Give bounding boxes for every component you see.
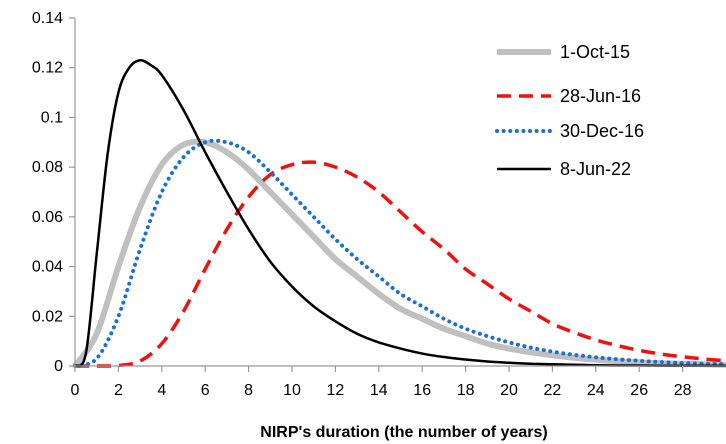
legend: 1-Oct-15 28-Jun-16 30-Dec-16 8-Jun-22 (495, 42, 644, 179)
series-line-30-dec-16 (73, 138, 726, 368)
y-tick-label: 0.12 (32, 60, 63, 77)
x-tick-label: 16 (413, 382, 431, 399)
x-tick-label: 18 (457, 382, 475, 399)
y-tick-label: 0.08 (32, 159, 63, 176)
series-line-8-jun-22 (74, 59, 726, 368)
legend-label: 8-Jun-22 (560, 159, 631, 179)
x-axis-title: NIRP's duration (the number of years) (260, 424, 547, 441)
y-tick-label: 0.06 (32, 209, 63, 226)
x-tick-label: 20 (500, 382, 518, 399)
x-tick-label: 12 (327, 382, 345, 399)
x-tick-label: 2 (114, 382, 123, 399)
x-tick-label: 14 (370, 382, 388, 399)
legend-label: 30-Dec-16 (560, 121, 644, 141)
y-tick-label: 0.02 (32, 308, 63, 325)
legend-label: 28-Jun-16 (560, 86, 641, 106)
y-tick-label: 0.04 (32, 259, 63, 276)
x-tick-label: 26 (630, 382, 648, 399)
legend-label: 1-Oct-15 (560, 42, 630, 62)
axes-layer: 00.020.040.060.080.10.120.140 2 4 6 8 10 12 14 1… (32, 10, 726, 399)
y-tick-label: 0 (54, 358, 63, 375)
x-tick-label: 24 (587, 382, 605, 399)
x-tick-label: 6 (201, 382, 210, 399)
x-tick-label: 10 (283, 382, 301, 399)
series-line-28-jun-16 (74, 160, 726, 368)
y-tick-label: 0.1 (41, 109, 63, 126)
y-tick-label: 0.14 (32, 10, 63, 27)
series-layer (72, 59, 726, 368)
x-tick-label: 22 (544, 382, 562, 399)
x-tick-label: 0 (71, 382, 80, 399)
x-tick-label: 28 (674, 382, 692, 399)
series-line-1-oct-15 (72, 138, 726, 368)
x-tick-label: 8 (244, 382, 253, 399)
x-tick-label: 4 (157, 382, 166, 399)
